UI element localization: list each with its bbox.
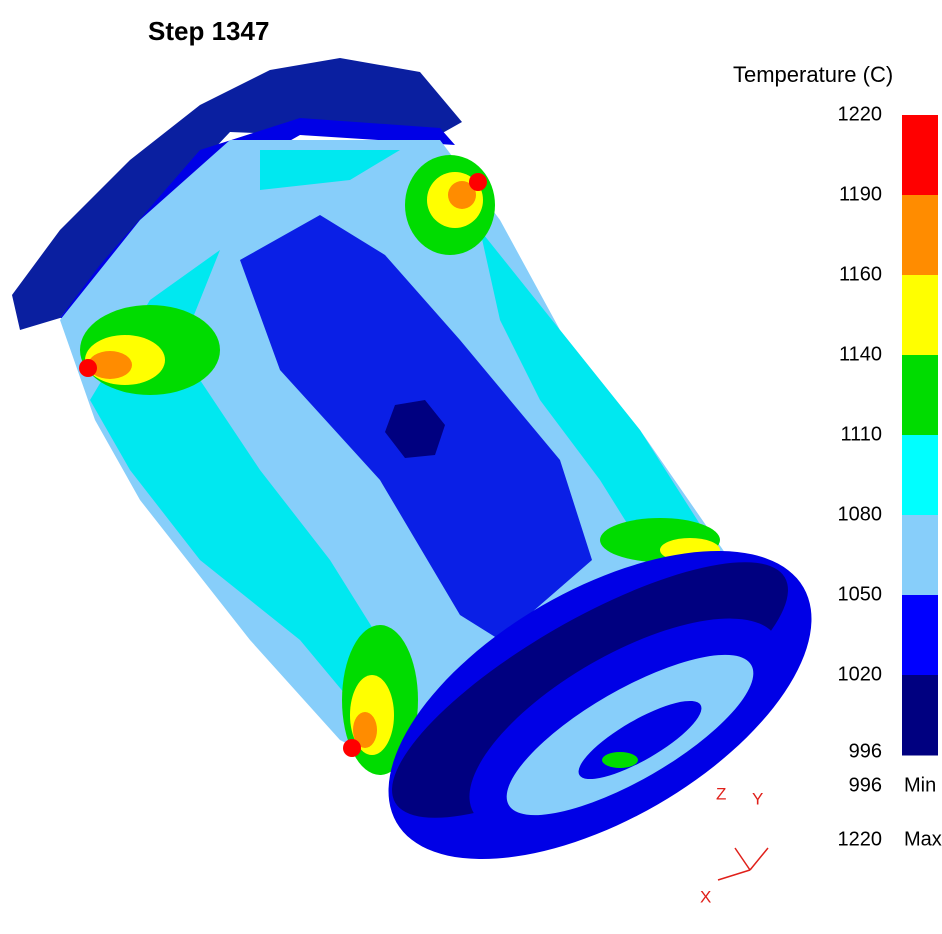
colorbar-label: 1160 — [839, 263, 882, 285]
axis-y: Y — [752, 789, 763, 808]
min-value: 996 — [849, 774, 882, 796]
colorbar-band — [902, 195, 938, 276]
colorbar-band — [902, 275, 938, 356]
colorbar-label: 1020 — [838, 663, 883, 685]
min-label: Min — [904, 774, 936, 796]
axis-triad — [718, 848, 768, 880]
colorbar-label: 1080 — [838, 503, 883, 525]
colorbar-band — [902, 595, 938, 676]
viewport: Step 1347 Temperature (C) 996 Min 1220 M… — [0, 0, 942, 934]
max-value: 1220 — [838, 828, 883, 850]
colorbar-label: 1110 — [840, 423, 882, 445]
title: Step 1347 — [148, 16, 269, 46]
colorbar-band — [902, 115, 938, 196]
colorbar-label: 1220 — [838, 103, 883, 125]
colorbar-label: 1050 — [838, 583, 883, 605]
colorbar-band — [902, 515, 938, 596]
colorbar-label: 1140 — [839, 343, 882, 365]
axis-x: X — [700, 887, 711, 906]
colorbar-band — [902, 675, 938, 756]
colorbar-label: 996 — [849, 740, 882, 762]
axis-z: Z — [716, 784, 726, 803]
model — [12, 58, 861, 922]
colorbar-label: 1190 — [839, 183, 882, 205]
max-label: Max — [904, 828, 942, 850]
colorbar-band — [902, 435, 938, 516]
colorbar-band — [902, 355, 938, 436]
bottom-spot — [602, 752, 638, 768]
legend-title: Temperature (C) — [733, 62, 893, 87]
page: {"header": {"title": "Step 1347"}, "lege… — [0, 0, 942, 934]
